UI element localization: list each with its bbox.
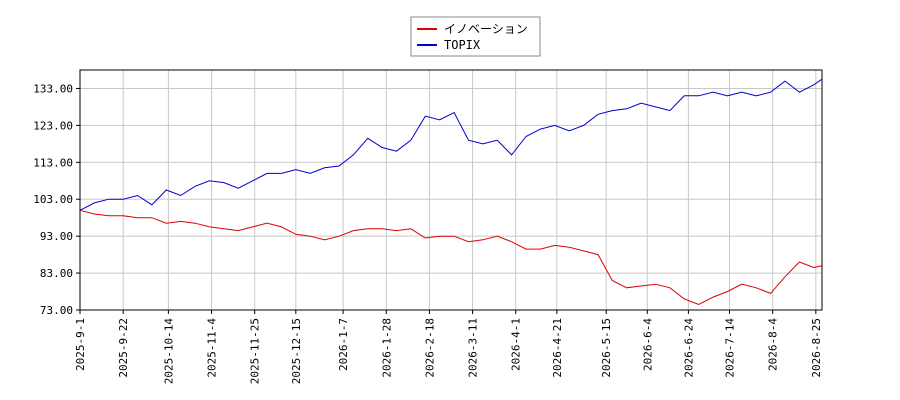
- y-tick-label: 103.00: [33, 193, 73, 206]
- y-tick-label: 113.00: [33, 156, 73, 169]
- legend-label: TOPIX: [444, 38, 481, 52]
- x-tick-label: 2026-3-11: [467, 318, 480, 378]
- x-tick-label: 2026-6-24: [682, 318, 695, 378]
- x-tick-label: 2026-1-7: [337, 318, 350, 371]
- x-tick-label: 2026-1-28: [380, 318, 393, 378]
- y-tick-label: 83.00: [40, 267, 73, 280]
- y-tick-label: 133.00: [33, 82, 73, 95]
- x-tick-label: 2025-10-14: [162, 318, 175, 385]
- x-tick-label: 2025-11-25: [249, 318, 262, 384]
- x-tick-label: 2025-9-22: [117, 318, 130, 378]
- y-tick-label: 73.00: [40, 304, 73, 317]
- legend-label: イノベーション: [444, 22, 528, 36]
- x-tick-label: 2026-6-4: [641, 318, 654, 371]
- x-tick-label: 2026-7-14: [724, 318, 737, 378]
- x-tick-label: 2026-4-1: [510, 318, 523, 371]
- x-tick-label: 2026-4-21: [551, 318, 564, 378]
- x-tick-label: 2025-9-1: [74, 318, 87, 371]
- x-tick-label: 2026-5-15: [600, 318, 613, 378]
- x-tick-label: 2026-8-25: [810, 318, 823, 378]
- line-series: [79, 209, 823, 306]
- x-tick-label: 2026-2-18: [423, 318, 436, 378]
- y-tick-label: 93.00: [40, 230, 73, 243]
- plot-frame: [79, 69, 823, 311]
- x-tick-label: 2026-8-4: [767, 318, 780, 371]
- x-tick-label: 2025-11-4: [206, 318, 219, 378]
- x-tick-label: 2025-12-15: [290, 318, 303, 384]
- legend-box: [410, 16, 541, 57]
- line-series: [79, 78, 823, 211]
- y-tick-label: 123.00: [33, 119, 73, 132]
